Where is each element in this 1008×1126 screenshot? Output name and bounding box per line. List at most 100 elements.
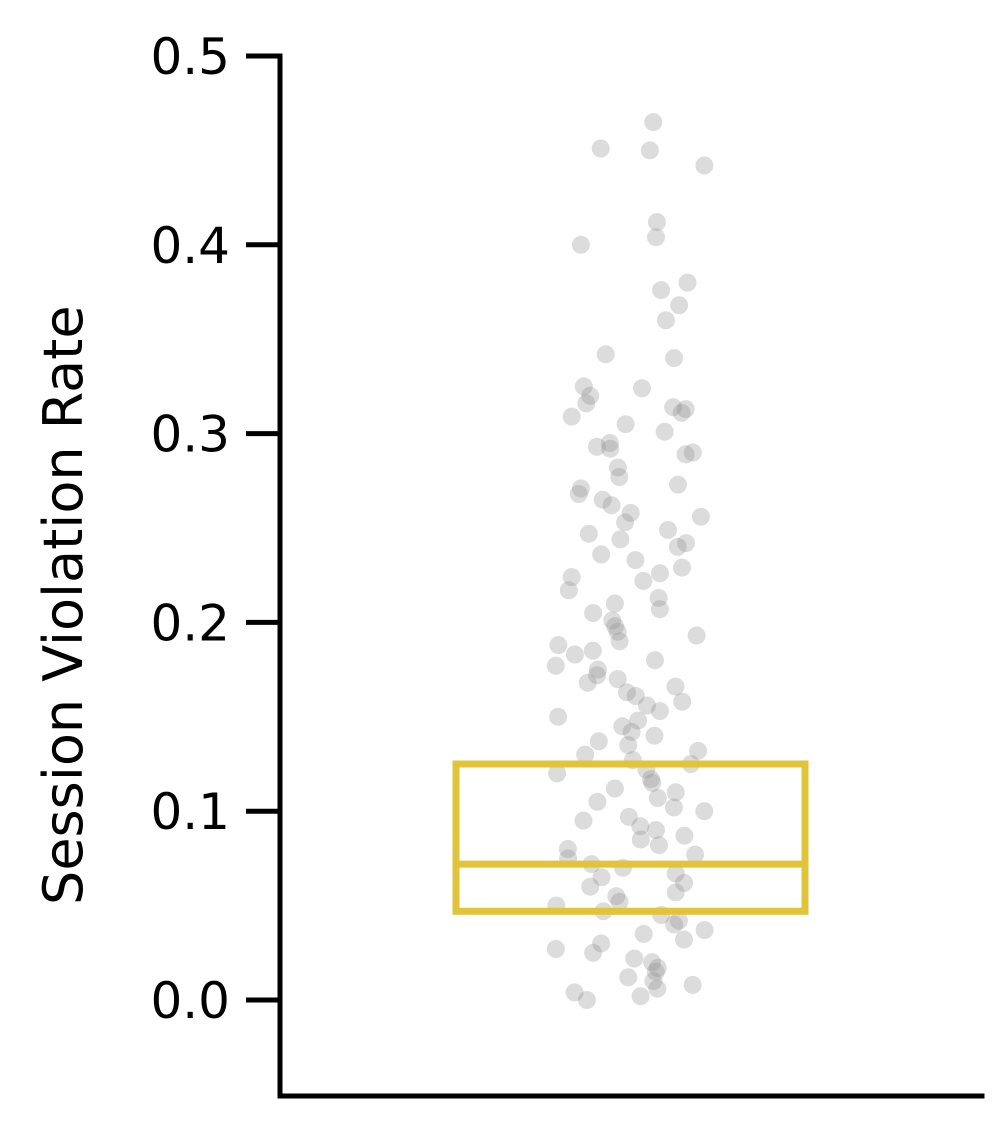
data-point [584,943,603,962]
y-tick-label: 0.1 [150,783,230,841]
data-point [565,645,584,664]
data-point [610,892,629,911]
data-point [588,792,607,811]
data-point [665,349,684,368]
data-point [625,949,644,968]
data-point [592,545,611,564]
data-point [638,696,656,715]
points-layer [546,113,714,1009]
data-point [695,156,714,175]
data-point [647,228,665,247]
data-point [601,439,620,458]
data-point [559,581,578,600]
data-point [668,537,687,556]
data-point [683,443,702,462]
data-point [593,490,612,509]
data-point [626,551,645,570]
data-point [644,113,663,132]
data-point [651,564,669,583]
data-point [581,877,600,896]
data-point [587,437,606,456]
data-point [695,802,714,821]
data-point [675,930,693,949]
data-point [619,736,638,755]
data-point [610,632,629,651]
data-point [669,475,687,494]
data-point [695,921,714,940]
data-point [592,868,611,887]
data-point [670,296,689,315]
data-point [605,594,624,613]
data-point [588,660,607,679]
data-point [642,770,660,789]
data-point [664,798,683,817]
data-point [647,821,665,840]
data-point [673,558,691,577]
data-point [569,485,588,503]
data-point [652,281,671,300]
data-point [596,345,615,364]
data-point [591,139,610,158]
data-point [683,975,702,994]
data-point [574,377,593,396]
data-point [644,972,663,991]
data-point [621,503,640,522]
data-point [603,611,622,630]
data-point [689,741,708,760]
data-point [643,953,662,972]
data-point [578,673,597,692]
data-point [666,864,685,883]
data-point [675,873,694,892]
data-point [577,991,596,1009]
data-point [616,513,635,532]
data-point [581,386,600,405]
data-point [546,656,565,675]
y-tick-label: 0.3 [150,406,230,464]
data-point [640,141,659,160]
y-axis: 0.0 0.1 0.2 0.3 0.4 0.5 [150,28,985,1099]
data-point [619,968,638,987]
data-point [626,687,645,705]
data-point [643,773,662,792]
data-point [602,496,621,515]
y-axis-label: Session Violation Rate [32,305,95,905]
data-point [659,520,677,539]
data-point [656,311,675,330]
data-point [676,400,695,419]
data-point [617,683,636,702]
y-tick-label: 0.0 [150,972,230,1030]
data-point [634,924,653,943]
data-point [648,979,667,998]
box-plot [452,760,809,915]
y-tick-label: 0.2 [150,594,230,652]
data-point [677,534,695,553]
data-point [672,403,691,422]
data-point [571,235,590,254]
y-tick-label: 0.5 [150,28,230,86]
data-point [589,732,608,751]
data-point [577,394,596,413]
data-point [655,422,674,441]
data-point [666,883,685,902]
data-point [648,789,667,807]
data-point [631,830,650,849]
data-point [675,826,694,845]
data-point [562,407,581,426]
data-point [611,530,630,549]
data-point [619,807,638,826]
data-point [622,722,641,741]
y-tick-label: 0.4 [150,217,230,275]
data-point [646,962,665,981]
data-point [650,836,668,855]
data-point [576,745,595,764]
data-point [666,783,685,802]
data-point [665,915,684,934]
data-point [649,588,668,607]
data-point [607,887,626,906]
data-point [634,571,653,590]
data-point [574,811,593,830]
data-point [678,273,697,292]
data-point [579,524,598,543]
data-point [648,958,667,977]
